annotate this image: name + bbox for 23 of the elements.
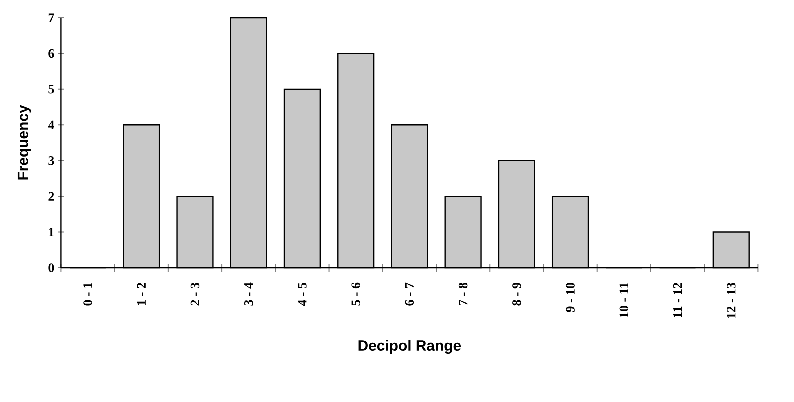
x-tick-label: 1 - 2 [137, 283, 146, 306]
x-tick-label: 0 - 1 [84, 283, 92, 306]
y-tick-label: 4 [48, 120, 54, 130]
x-tick-label: 4 - 5 [298, 283, 307, 306]
y-tick-label: 2 [48, 192, 54, 201]
x-tick-label: 3 - 4 [244, 282, 254, 306]
y-tick-label: 1 [49, 228, 54, 237]
x-axis-title: Decipol Range [358, 340, 462, 354]
x-tick-label: 10 - 11 [620, 283, 629, 318]
x-tick-label: 8 - 9 [512, 282, 522, 306]
y-tick-label: 3 [48, 156, 54, 166]
y-tick-label: 5 [48, 85, 54, 94]
x-tick-label: 9 - 10 [566, 283, 575, 312]
x-tick-label: 7 - 8 [458, 282, 468, 306]
x-tick-label: 11 - 12 [673, 283, 682, 318]
x-tick-label: 5 - 6 [352, 282, 360, 306]
x-tick-label: 12 - 13 [727, 282, 736, 318]
y-tick-label: 0 [48, 264, 54, 272]
x-tick-label: 6 - 7 [405, 282, 414, 306]
y-tick-label: 7 [48, 14, 54, 22]
y-axis-title: Frequency [18, 105, 32, 180]
x-tick-label: 2 - 3 [190, 282, 200, 306]
y-tick-label: 6 [48, 49, 54, 58]
